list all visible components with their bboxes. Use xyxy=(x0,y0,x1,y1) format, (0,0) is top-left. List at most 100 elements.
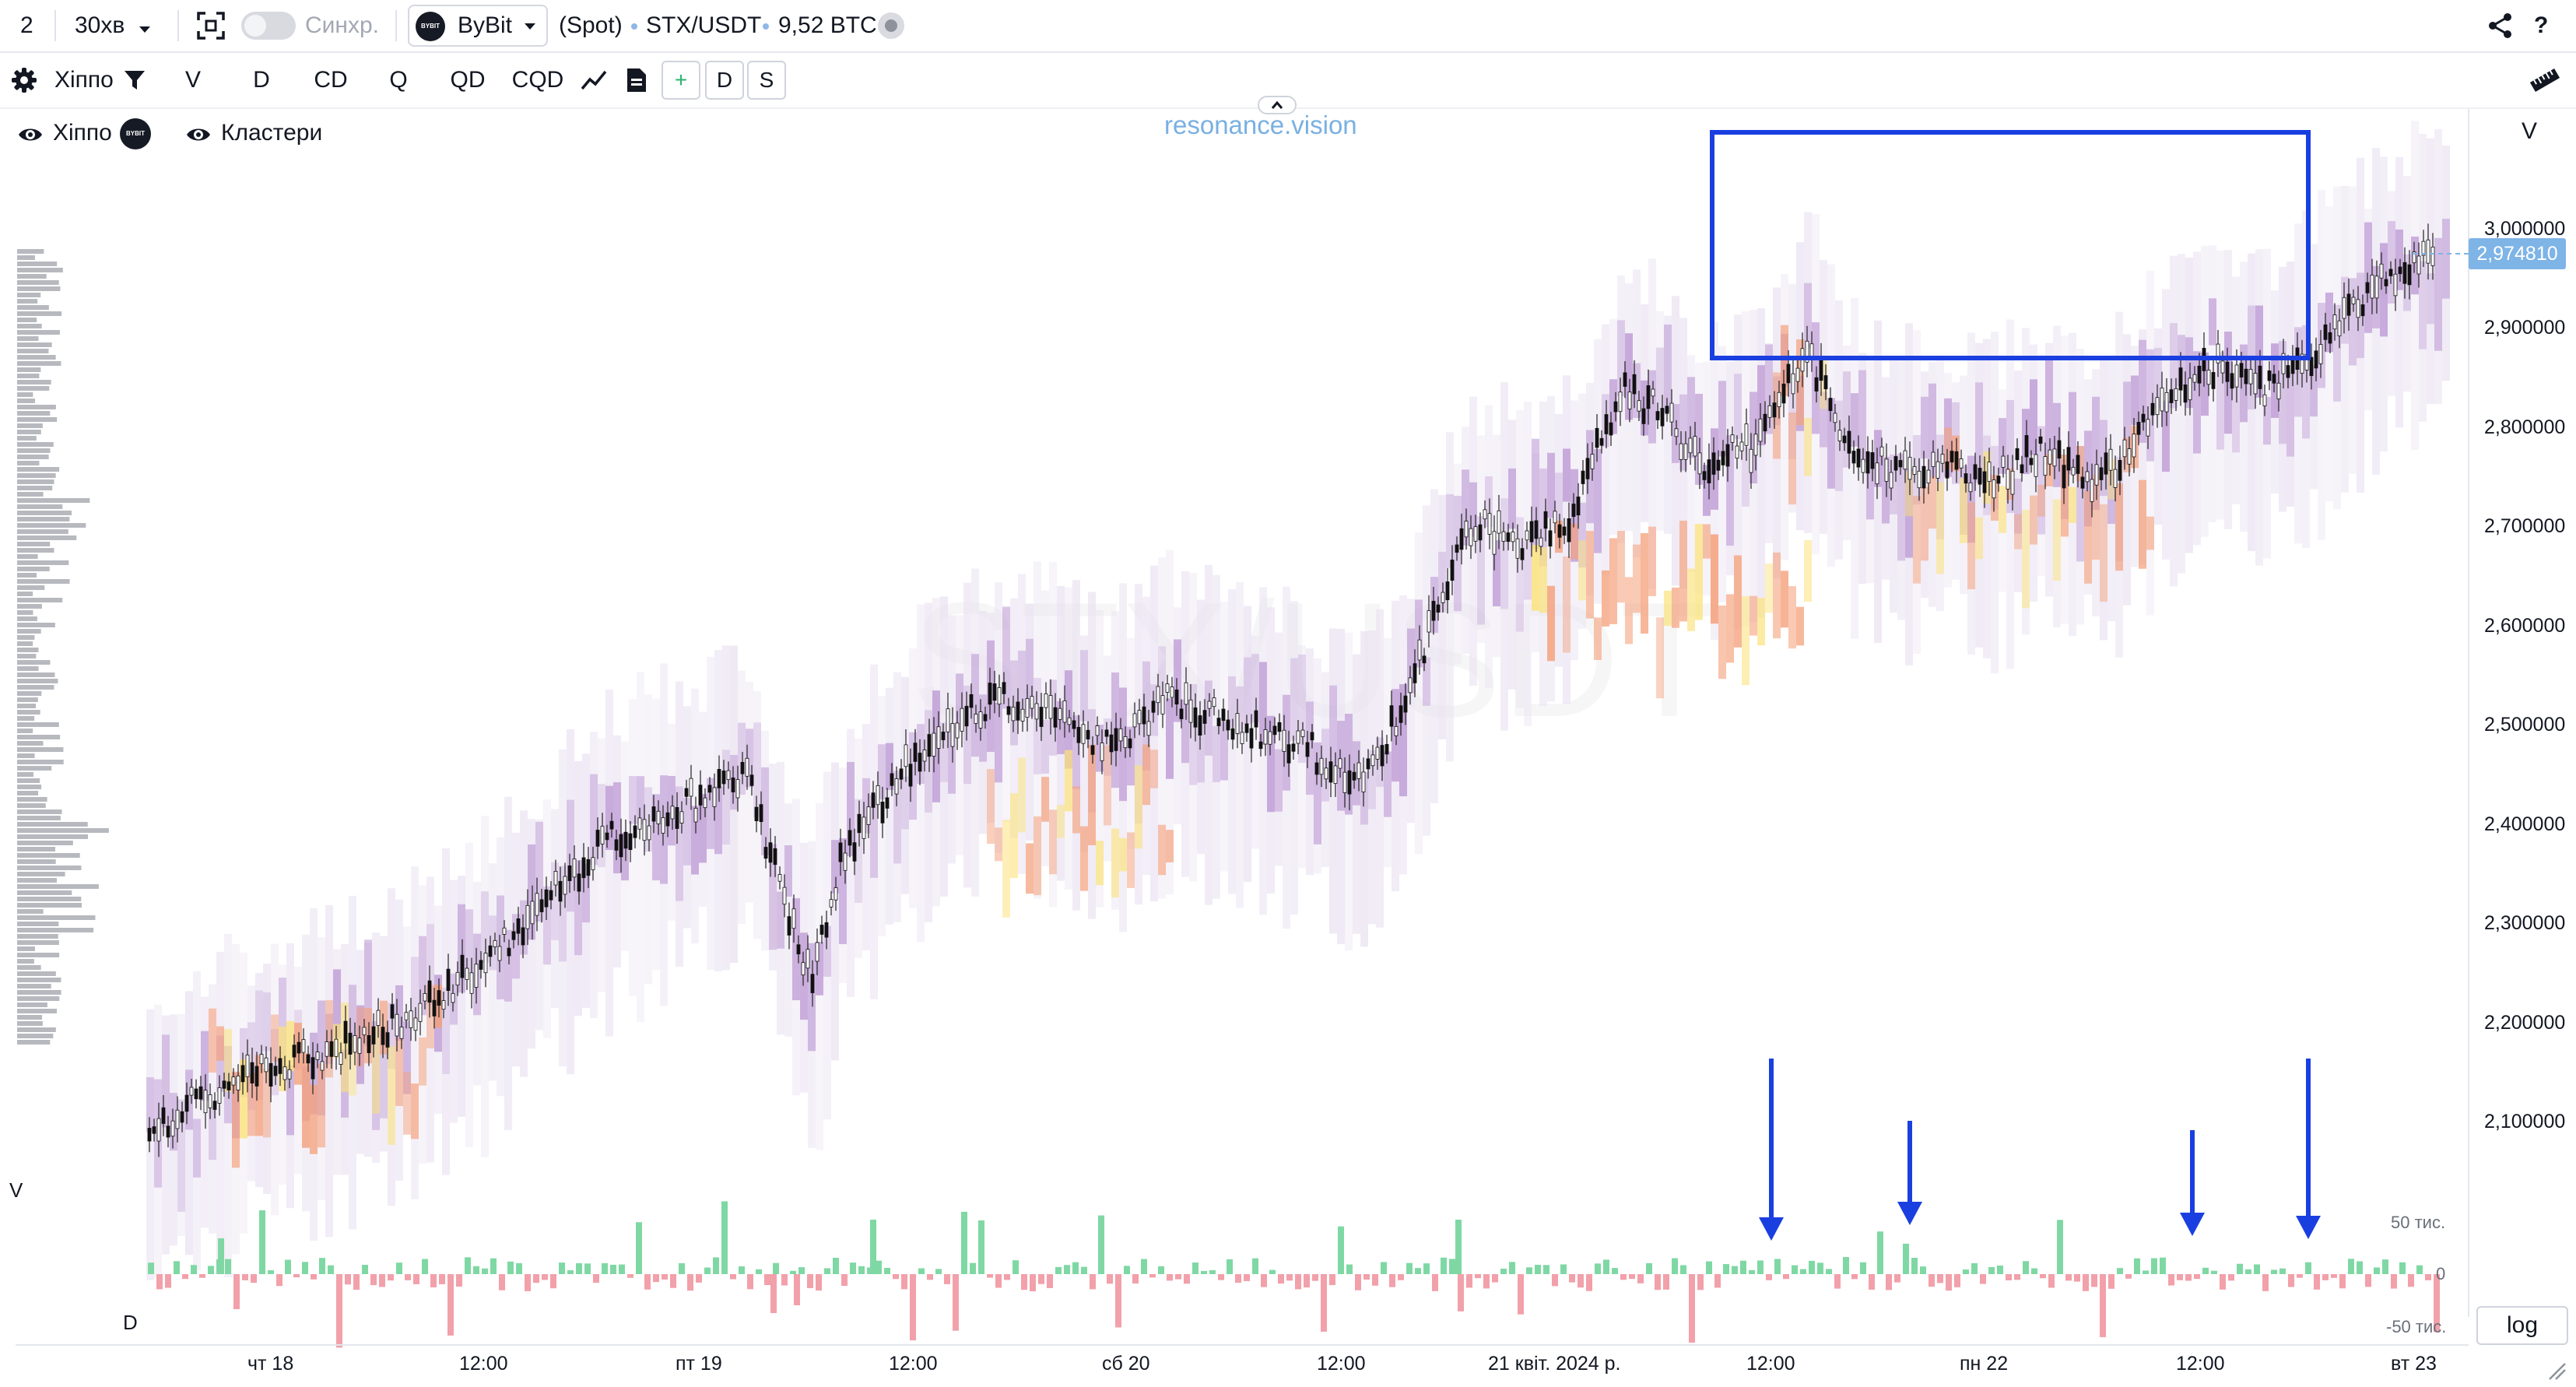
heatmap-cell xyxy=(1018,574,1026,874)
candle-body xyxy=(1903,450,1907,470)
candle-body xyxy=(1095,725,1100,736)
volume-bar-down xyxy=(2014,1274,2020,1280)
share-icon[interactable] xyxy=(2487,12,2514,39)
toolbar-button-cqd[interactable]: CQD xyxy=(511,67,564,93)
separator xyxy=(177,10,179,41)
candle-body xyxy=(2272,374,2276,384)
volume-profile-bar xyxy=(17,361,61,366)
heatmap-cell-hot xyxy=(1041,777,1049,822)
heatmap-cell xyxy=(792,898,800,1001)
funnel-icon[interactable] xyxy=(123,68,146,92)
d-toggle-button[interactable]: D xyxy=(705,61,744,100)
candle-body xyxy=(642,819,647,841)
volume-profile-bar xyxy=(17,866,82,870)
gear-icon[interactable] xyxy=(11,67,37,93)
candle-body xyxy=(735,779,740,799)
eye-icon[interactable] xyxy=(185,121,212,148)
eye-icon[interactable] xyxy=(17,121,44,148)
fullscreen-icon[interactable] xyxy=(196,11,226,40)
heatmap-cell xyxy=(1524,401,1532,726)
candle-body xyxy=(1389,705,1394,727)
toolbar-button-qd[interactable]: QD xyxy=(450,67,486,93)
resize-icon[interactable] xyxy=(2546,1361,2567,1381)
candle-body xyxy=(544,889,549,908)
volume-bar-down xyxy=(1149,1274,1156,1278)
candle-body xyxy=(880,802,885,823)
interval-select[interactable]: 30хв xyxy=(75,0,150,51)
s-toggle-button[interactable]: S xyxy=(747,61,786,100)
chart-canvas[interactable]: STX/USDT xyxy=(0,109,2576,1387)
indicator-legend-name[interactable]: Хіппо xyxy=(53,120,112,146)
document-icon[interactable] xyxy=(626,67,648,93)
sync-toggle[interactable] xyxy=(241,12,296,40)
toolbar-button-cd[interactable]: CD xyxy=(314,67,348,93)
volume-profile-bar xyxy=(17,436,37,441)
heatmap-cell xyxy=(1104,655,1111,862)
layout-count-button[interactable]: 2 xyxy=(20,12,33,38)
heatmap-cell xyxy=(193,971,201,1271)
candle-body xyxy=(1562,526,1567,536)
heatmap-cell xyxy=(216,1035,224,1092)
volume-profile-bar xyxy=(17,722,59,727)
volume-profile-bar xyxy=(17,374,40,378)
volume-bar-down xyxy=(696,1274,702,1283)
clusters-label[interactable]: Кластери xyxy=(221,120,323,146)
volume-bar-up xyxy=(1252,1258,1258,1274)
heatmap-cell xyxy=(2030,344,2037,602)
heatmap-cell xyxy=(1524,541,1532,600)
heatmap-cell xyxy=(683,706,691,929)
heatmap-cell xyxy=(714,786,722,855)
volume-profile-bar xyxy=(17,760,64,764)
heatmap-cell xyxy=(847,729,855,997)
toolbar-button-v[interactable]: V xyxy=(184,67,201,93)
heatmap-cell xyxy=(1228,676,1236,729)
candle-body xyxy=(469,972,474,994)
candle-body xyxy=(796,944,801,955)
heatmap-cell-hot xyxy=(2115,483,2123,571)
heatmap-cell-hot xyxy=(434,985,442,1028)
time-tick: пн 22 xyxy=(1960,1353,2009,1375)
volume-bar-up xyxy=(148,1262,154,1274)
collapse-toolbar-button[interactable] xyxy=(1258,96,1297,114)
heatmap-cell-hot xyxy=(1820,356,1827,409)
candle-body xyxy=(2388,269,2393,276)
candle-body xyxy=(768,842,773,863)
volume-profile-bar xyxy=(17,311,62,316)
candle-body xyxy=(1641,408,1646,424)
volume-bar-up xyxy=(1971,1262,1978,1274)
candle-body xyxy=(245,1055,250,1077)
exchange-select[interactable]: BYBIT ByBit xyxy=(408,5,548,47)
log-scale-button[interactable]: log xyxy=(2476,1306,2568,1345)
volume-profile-bar xyxy=(17,560,69,565)
line-chart-icon[interactable] xyxy=(581,67,607,93)
volume-bar-up xyxy=(978,1220,984,1274)
candle-body xyxy=(1427,610,1431,633)
indicator-name[interactable]: Хіппо xyxy=(54,67,114,93)
heatmap-cell xyxy=(2302,210,2310,548)
volume-bar-up xyxy=(1081,1266,1087,1274)
ruler-icon[interactable] xyxy=(2529,67,2560,93)
volume-bar-down xyxy=(1928,1274,1935,1287)
heatmap-cell xyxy=(1298,654,1306,764)
heatmap-cell xyxy=(535,819,543,1031)
heatmap-cell xyxy=(2014,370,2022,592)
heatmap-cell xyxy=(637,776,644,825)
price-axis-mode-label[interactable]: V xyxy=(2522,118,2538,144)
toolbar-button-q[interactable]: Q xyxy=(389,67,408,93)
add-indicator-button[interactable]: + xyxy=(662,61,700,100)
symbol-label[interactable]: STX/USDT xyxy=(646,12,762,38)
heatmap-cell xyxy=(2357,272,2364,359)
help-button[interactable]: ? xyxy=(2534,12,2549,38)
heatmap-cell xyxy=(2388,191,2395,396)
candle-body xyxy=(1581,470,1585,484)
candle-body xyxy=(1585,458,1590,479)
toolbar-button-d[interactable]: D xyxy=(253,67,270,93)
heatmap-cell xyxy=(652,794,660,881)
heatmap-cell xyxy=(1415,532,1423,855)
volume-bar-down xyxy=(1629,1274,1635,1280)
heatmap-cell-hot xyxy=(1018,757,1026,833)
candle-body xyxy=(2029,458,2034,465)
toggle-knob xyxy=(244,15,266,37)
volume-bar-up xyxy=(362,1265,368,1274)
candle-body xyxy=(675,806,679,829)
